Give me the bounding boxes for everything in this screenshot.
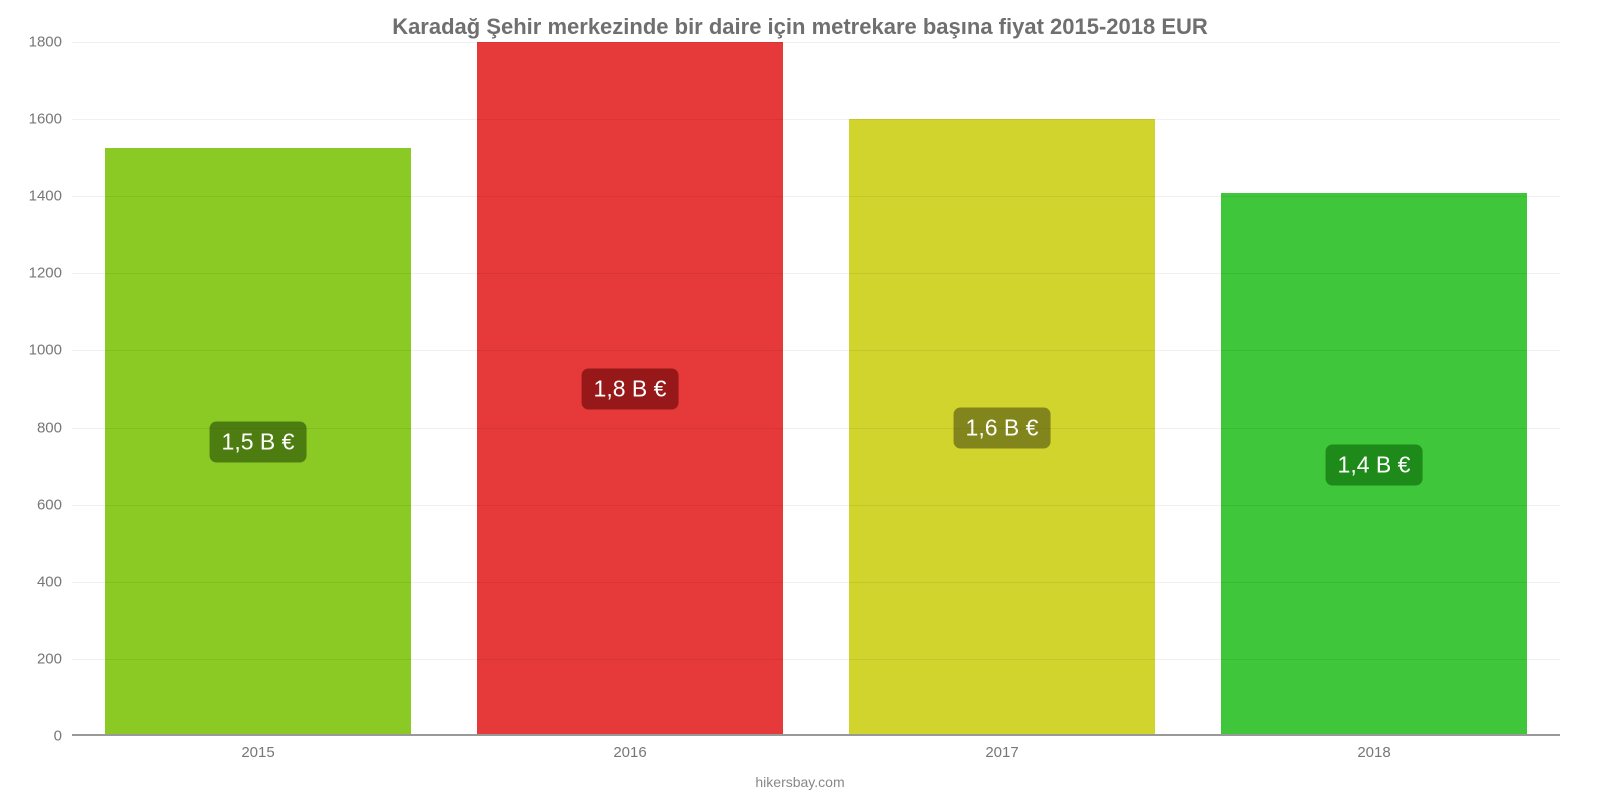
x-tick-label: 2015 [241,744,274,761]
bar: 1,8 B € [477,42,782,736]
chart-source: hikersbay.com [0,774,1600,790]
x-axis [72,734,1560,736]
y-tick-label: 1600 [29,111,72,128]
grid-line [72,350,1560,351]
y-tick-label: 800 [37,419,72,436]
bar: 1,5 B € [105,148,410,736]
grid-line [72,196,1560,197]
grid-line [72,659,1560,660]
chart-container: Karadağ Şehir merkezinde bir daire için … [0,0,1600,800]
x-tick-label: 2017 [985,744,1018,761]
plot-area: 1,5 B €1,8 B €1,6 B €1,4 B € 02004006008… [72,42,1560,736]
grid-line [72,428,1560,429]
y-tick-label: 1200 [29,265,72,282]
bars-layer: 1,5 B €1,8 B €1,6 B €1,4 B € [72,42,1560,736]
y-tick-label: 600 [37,496,72,513]
grid-line [72,42,1560,43]
y-tick-label: 1000 [29,342,72,359]
grid-line [72,119,1560,120]
bar-value-label: 1,4 B € [1326,444,1423,485]
bar-value-label: 1,8 B € [582,369,679,410]
y-tick-label: 400 [37,573,72,590]
grid-line [72,582,1560,583]
y-tick-label: 200 [37,650,72,667]
y-tick-label: 1400 [29,188,72,205]
chart-title: Karadağ Şehir merkezinde bir daire için … [0,14,1600,40]
x-tick-label: 2018 [1357,744,1390,761]
y-tick-label: 0 [54,728,72,745]
grid-line [72,273,1560,274]
x-tick-label: 2016 [613,744,646,761]
grid-line [72,505,1560,506]
bar: 1,4 B € [1221,193,1526,736]
y-tick-label: 1800 [29,34,72,51]
